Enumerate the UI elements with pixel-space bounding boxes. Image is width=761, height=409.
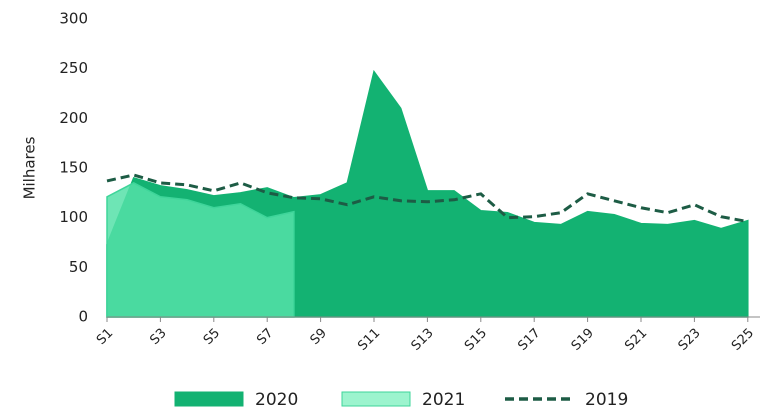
x-tick-label: S5 xyxy=(201,326,223,348)
x-tick-label: S3 xyxy=(147,326,169,348)
y-tick-label: 250 xyxy=(59,59,88,77)
area xyxy=(106,182,295,318)
x-tick-label: S13 xyxy=(409,326,437,354)
legend-label: 2019 xyxy=(585,390,628,409)
x-tick-label: S11 xyxy=(355,326,383,354)
x-tick-label: S21 xyxy=(622,326,650,354)
legend-label: 2021 xyxy=(422,390,465,409)
x-tick-label: S7 xyxy=(254,326,276,348)
legend-swatch xyxy=(174,391,244,407)
y-tick-label: 200 xyxy=(59,109,88,127)
y-tick-label: 50 xyxy=(69,258,88,276)
legend-swatch xyxy=(341,391,411,407)
x-tick-label: S23 xyxy=(676,326,704,354)
y-axis-label: Milhares xyxy=(21,136,39,199)
y-tick-label: 300 xyxy=(59,10,88,28)
x-tick-label: S9 xyxy=(308,326,330,348)
line xyxy=(106,173,749,224)
y-tick-label: 0 xyxy=(78,308,88,326)
x-tick-label: S17 xyxy=(515,326,543,354)
legend-label: 2020 xyxy=(255,390,298,409)
x-tick-label: S15 xyxy=(462,326,490,354)
x-tick-label: S19 xyxy=(569,326,597,354)
x-tick-label: S1 xyxy=(94,326,116,348)
y-tick-label: 100 xyxy=(59,208,88,226)
x-tick-label: S25 xyxy=(729,326,757,354)
y-tick-label: 150 xyxy=(59,159,88,177)
